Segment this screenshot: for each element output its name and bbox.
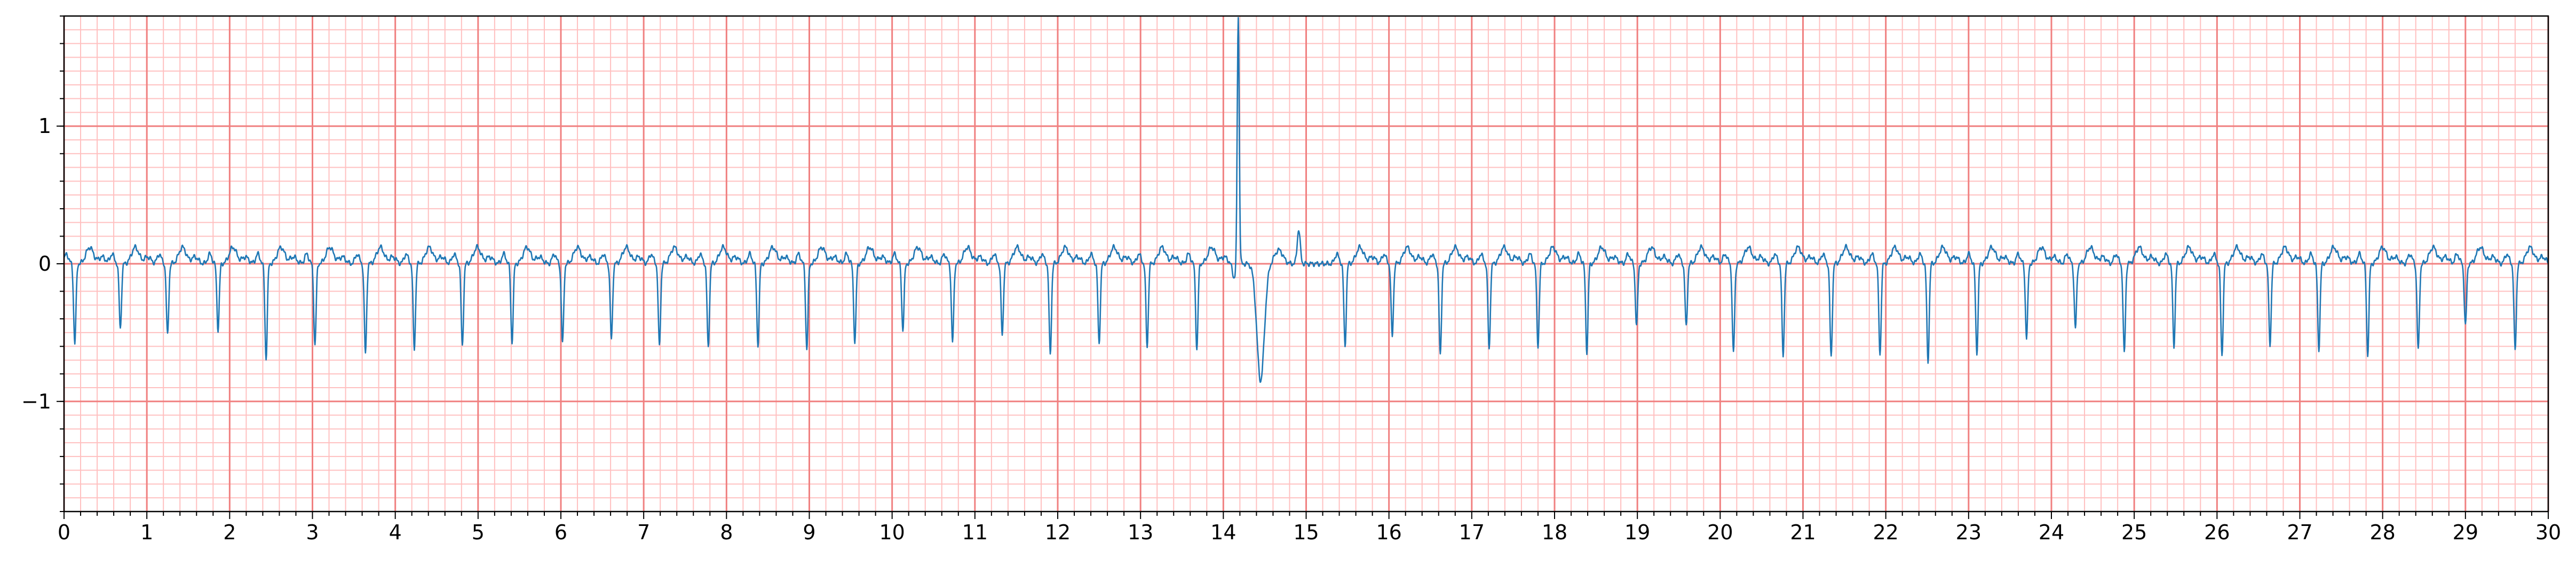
x-tick-label: 4 xyxy=(389,521,402,544)
x-tick-label: 1 xyxy=(140,521,153,544)
x-tick-label: 3 xyxy=(306,521,319,544)
signal-layer xyxy=(63,17,2549,383)
x-tick-label: 26 xyxy=(2204,521,2230,544)
x-tick-label: 12 xyxy=(1045,521,1071,544)
x-tick-label: 14 xyxy=(1210,521,1236,544)
x-tick-label: 7 xyxy=(637,521,650,544)
y-tick-label: 0 xyxy=(38,252,51,276)
x-tick-label: 11 xyxy=(962,521,988,544)
x-axis: 0 1 2 3 4 5 6 7 8 9 10 11 12 13 14 15 16 17 18 19 20 21 22 23 24… xyxy=(58,512,2561,544)
x-tick-label: 5 xyxy=(472,521,485,544)
x-tick-label: 6 xyxy=(554,521,567,544)
x-tick-label: 27 xyxy=(2287,521,2312,544)
x-tick-label: 18 xyxy=(1542,521,1567,544)
ecg-signal-line xyxy=(63,17,2549,383)
x-tick-label: 2 xyxy=(223,521,236,544)
x-tick-label: 25 xyxy=(2121,521,2147,544)
y-tick-label: −1 xyxy=(21,390,51,413)
x-tick-label: 10 xyxy=(879,521,905,544)
x-tick-label: 9 xyxy=(803,521,815,544)
x-tick-label: 21 xyxy=(1790,521,1816,544)
x-tick-label: 17 xyxy=(1459,521,1485,544)
x-tick-label: 23 xyxy=(1956,521,1981,544)
x-tick-label: 29 xyxy=(2453,521,2478,544)
x-tick-label: 16 xyxy=(1376,521,1401,544)
x-tick-label: 22 xyxy=(1873,521,1898,544)
x-tick-label: 20 xyxy=(1707,521,1733,544)
x-tick-label: 15 xyxy=(1293,521,1319,544)
y-tick-label: 1 xyxy=(38,114,51,138)
x-tick-label: 0 xyxy=(58,521,70,544)
x-tick-label: 19 xyxy=(1624,521,1650,544)
x-tick-label: 24 xyxy=(2039,521,2064,544)
y-axis: −1 0 1 xyxy=(21,15,64,512)
x-tick-label: 8 xyxy=(720,521,733,544)
x-tick-label: 28 xyxy=(2369,521,2395,544)
x-tick-label: 13 xyxy=(1128,521,1153,544)
x-tick-label: 30 xyxy=(2535,521,2561,544)
